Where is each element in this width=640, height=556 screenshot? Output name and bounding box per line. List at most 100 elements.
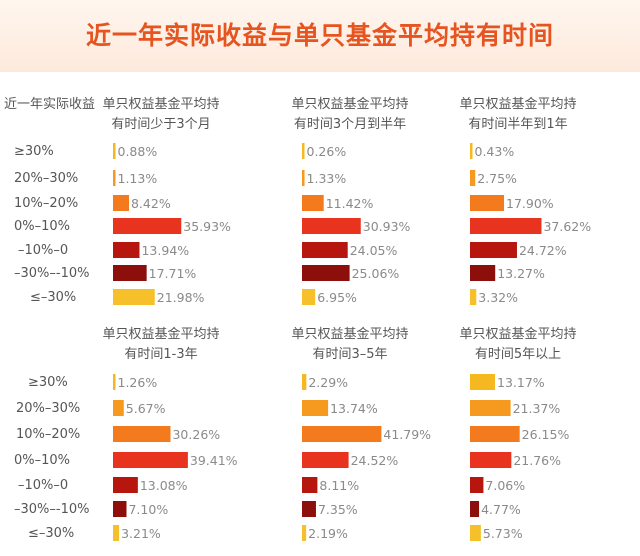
bar [113,374,116,390]
bar-value-label: 6.95% [317,290,357,305]
bar-value-label: 4.77% [481,502,521,517]
bar [302,400,329,416]
bar-value-label: 7.06% [485,478,525,493]
bar [470,195,505,211]
bar [302,143,305,159]
bar [113,501,127,517]
y-axis-title: 近一年实际收益 [4,97,95,112]
bar [113,265,147,281]
bar [302,265,350,281]
bar-value-label: 30.26% [172,427,220,442]
bar-value-label: 13.27% [497,266,545,281]
bar [302,452,349,468]
bar-value-label: 26.15% [522,427,570,442]
bar-value-label: 2.29% [308,375,348,390]
panel-title: 有时间3个月到半年 [294,117,406,132]
panel-title: 有时间3–5年 [312,347,387,362]
bar-value-label: 1.13% [118,171,158,186]
category-label: –30%–-10% [14,502,89,517]
bar [302,426,382,442]
bar [470,452,512,468]
bar-value-label: 24.52% [351,453,399,468]
category-label: ≥30% [14,144,54,159]
bar [302,289,316,305]
bar [470,477,484,493]
bar [113,289,155,305]
bar-value-label: 25.06% [352,266,400,281]
bar-value-label: 24.05% [350,243,398,258]
bar [302,477,318,493]
bar-value-label: 11.42% [326,196,374,211]
bar [113,477,138,493]
category-label: 0%–10% [14,219,70,234]
bar [470,426,520,442]
bar [113,242,140,258]
bar [470,501,480,517]
bar-value-label: 1.26% [118,375,158,390]
bar [113,218,182,234]
bar-value-label: 0.43% [475,144,515,159]
category-label: 0%–10% [14,453,70,468]
bar [470,218,542,234]
bar [113,525,120,541]
bar [113,195,129,211]
panel-title: 有时间1-3年 [124,347,197,362]
bar-value-label: 2.19% [308,526,348,541]
bar-value-label: 5.67% [126,401,166,416]
panel-title: 单只权益基金平均持 [291,326,408,342]
category-label: 10%–20% [14,196,78,211]
bar-value-label: 7.10% [128,502,168,517]
bar [302,195,324,211]
bar [470,242,517,258]
bar [113,452,188,468]
category-label: ≤–30% [28,526,74,541]
bar-value-label: 0.26% [307,144,347,159]
panel-title: 单只权益基金平均持 [459,96,576,112]
bar [302,374,307,390]
bar [470,170,476,186]
bar [470,143,473,159]
bar-value-label: 17.90% [506,196,554,211]
category-label: 10%–20% [16,427,80,442]
category-label: 20%–30% [14,171,78,186]
bar-value-label: 37.62% [543,219,591,234]
category-label: ≥30% [28,375,68,390]
bar-value-label: 21.37% [513,401,561,416]
bar [113,426,171,442]
category-label: –10%–0 [18,243,68,258]
bar-value-label: 35.93% [183,219,231,234]
bar-value-label: 7.35% [318,502,358,517]
bar-value-label: 8.42% [131,196,171,211]
bar [302,170,305,186]
header-banner [0,0,640,72]
panel-title: 单只权益基金平均持 [459,326,576,342]
panel-title: 单只权益基金平均持 [291,96,408,112]
bar [470,525,481,541]
bar-value-label: 8.11% [319,478,359,493]
bar [113,143,116,159]
bar-value-label: 3.32% [478,290,518,305]
bar-value-label: 1.33% [307,171,347,186]
bar-value-label: 30.93% [363,219,411,234]
bar-value-label: 2.75% [477,171,517,186]
bar-value-label: 17.71% [149,266,197,281]
bar [302,218,361,234]
category-label: –10%–0 [18,478,68,493]
bar-value-label: 13.94% [141,243,189,258]
bar-value-label: 21.76% [513,453,561,468]
bar-value-label: 3.21% [121,526,161,541]
bar-value-label: 21.98% [157,290,205,305]
page-title: 近一年实际收益与单只基金平均持有时间 [85,21,554,50]
bar-value-label: 13.17% [497,375,545,390]
bar [470,374,496,390]
bar [113,170,116,186]
bar-value-label: 41.79% [383,427,431,442]
category-label: –30%–-10% [14,266,89,281]
bar [470,400,511,416]
bar [470,265,496,281]
panel-title: 单只权益基金平均持 [102,96,219,112]
bar [302,242,348,258]
bar-value-label: 0.88% [118,144,158,159]
bar-value-label: 39.41% [190,453,238,468]
bar [302,525,307,541]
